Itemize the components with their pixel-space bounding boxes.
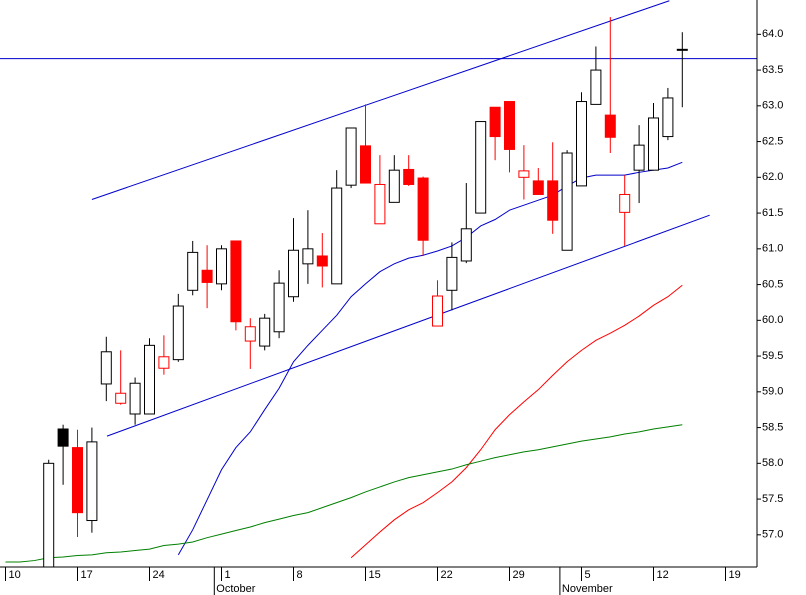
candle-body bbox=[460, 228, 472, 262]
axes: 57.0 57.5 58.0 58.5 59.0 59.5 60.0 60.5 61.0 61.5… bbox=[0, 0, 783, 595]
x-tick-label: 1 bbox=[225, 569, 231, 581]
candle-body bbox=[273, 282, 285, 333]
candle-body bbox=[417, 177, 429, 241]
candle-body bbox=[144, 344, 155, 415]
candle-body bbox=[302, 248, 314, 265]
y-tick-label: 61.0 bbox=[762, 243, 783, 255]
y-tick-label: 60.5 bbox=[762, 278, 783, 290]
candle-body bbox=[388, 169, 400, 203]
y-tick-label: 61.5 bbox=[762, 207, 783, 219]
candle-body bbox=[43, 462, 55, 567]
candle-body bbox=[57, 428, 69, 447]
candle-body bbox=[532, 180, 544, 195]
moving-average-line bbox=[350, 284, 683, 559]
candle-body bbox=[403, 168, 415, 185]
candle-body bbox=[662, 97, 674, 138]
plot-area bbox=[0, 0, 757, 567]
x-tick-label: 10 bbox=[9, 569, 21, 581]
x-tick-label: 19 bbox=[729, 569, 741, 581]
candle-body bbox=[576, 101, 587, 187]
x-tick-label: 29 bbox=[513, 569, 525, 581]
y-tick-label: 59.0 bbox=[762, 386, 783, 398]
candle-body bbox=[244, 326, 256, 342]
candle-body bbox=[72, 447, 83, 514]
candle-body bbox=[100, 351, 112, 385]
x-tick-label: 8 bbox=[297, 569, 303, 581]
x-tick-label: 12 bbox=[657, 569, 669, 581]
candle-body bbox=[489, 106, 501, 138]
candle-body bbox=[604, 114, 616, 138]
candle-body bbox=[561, 152, 573, 251]
candle-body bbox=[619, 193, 631, 213]
candle-body bbox=[216, 248, 227, 285]
x-tick-label: 24 bbox=[153, 569, 165, 581]
y-tick-label: 59.5 bbox=[762, 350, 783, 362]
y-tick-label: 58.0 bbox=[762, 457, 783, 469]
trendline bbox=[106, 214, 710, 437]
y-tick-label: 58.5 bbox=[762, 421, 783, 433]
moving-average-line bbox=[5, 424, 683, 563]
y-tick-label: 57.0 bbox=[762, 529, 783, 541]
y-tick-label: 62.5 bbox=[762, 135, 783, 147]
candle-body bbox=[374, 183, 386, 225]
x-tick-label: 17 bbox=[81, 569, 93, 581]
candle-body bbox=[172, 305, 184, 361]
candle-body bbox=[158, 356, 170, 369]
y-tick-label: 57.5 bbox=[762, 493, 783, 505]
candle-body bbox=[259, 317, 271, 347]
y-tick-label: 63.5 bbox=[762, 64, 783, 76]
x-tick-label: 22 bbox=[441, 569, 453, 581]
trendline bbox=[91, 0, 670, 200]
moving-average-line bbox=[177, 161, 683, 556]
candle-body bbox=[518, 170, 530, 178]
candle-body bbox=[475, 121, 487, 214]
candle-body bbox=[187, 251, 199, 291]
month-label: November bbox=[562, 583, 613, 595]
candle-body bbox=[633, 144, 645, 171]
candle-body bbox=[86, 441, 98, 522]
candle-body bbox=[331, 187, 343, 285]
candle-body bbox=[504, 101, 515, 150]
candle-body bbox=[547, 180, 559, 221]
candle-body bbox=[115, 392, 127, 404]
y-tick-label: 62.0 bbox=[762, 171, 783, 183]
y-tick-label: 60.0 bbox=[762, 314, 783, 326]
candle-body bbox=[360, 145, 371, 184]
candle-body bbox=[432, 295, 443, 327]
y-tick-label: 64.0 bbox=[762, 28, 783, 40]
candle-body bbox=[345, 127, 357, 186]
candle-body bbox=[648, 117, 659, 171]
candle-body bbox=[316, 255, 328, 267]
candle-body bbox=[676, 48, 688, 51]
candle-body bbox=[129, 382, 141, 415]
candle-body bbox=[201, 269, 213, 283]
candle-body bbox=[230, 240, 242, 323]
candle-body bbox=[590, 69, 602, 105]
y-tick-label: 63.0 bbox=[762, 100, 783, 112]
candle-body bbox=[446, 256, 458, 291]
x-tick-label: 15 bbox=[369, 569, 381, 581]
x-tick-label: 5 bbox=[585, 569, 591, 581]
candle-body bbox=[288, 249, 299, 298]
month-label: October bbox=[216, 583, 255, 595]
